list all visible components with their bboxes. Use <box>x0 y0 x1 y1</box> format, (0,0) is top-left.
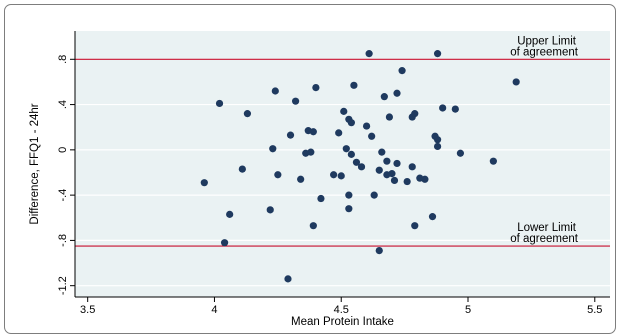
y-tick-labels: .8 .4 0 -.4 -.8 -1.2 <box>57 55 75 295</box>
data-point <box>335 129 343 137</box>
data-point <box>284 275 292 283</box>
data-point <box>388 170 396 178</box>
data-point <box>345 205 353 213</box>
data-point <box>243 110 252 118</box>
data-point <box>307 148 315 156</box>
plot-area <box>75 31 610 297</box>
axes <box>74 31 610 298</box>
data-point <box>357 163 366 171</box>
data-point <box>375 166 383 174</box>
data-point <box>297 175 305 183</box>
data-point <box>238 165 246 173</box>
reference-lines: Upper Limit of agreement Lower Limit of agr… <box>75 35 610 247</box>
y-tick-label: -.8 <box>57 234 69 247</box>
data-point <box>274 171 282 179</box>
data-point <box>365 50 373 58</box>
data-point <box>433 50 442 58</box>
x-tick-label: 3.5 <box>80 304 95 316</box>
y-axis-title: Difference, FFQ1 - 24hr <box>29 103 41 224</box>
x-tick-label: 5 <box>465 304 471 316</box>
reference-line-label: Upper Limit of agreement <box>510 35 579 58</box>
data-point <box>337 172 345 180</box>
data-point <box>269 145 277 153</box>
scatter-chart: Upper Limit of agreement Lower Limit of agr… <box>29 31 610 326</box>
data-point <box>380 93 388 101</box>
data-point <box>330 171 338 179</box>
data-points <box>200 50 520 283</box>
data-point <box>352 158 361 166</box>
data-point <box>433 142 442 151</box>
data-point <box>309 128 317 136</box>
data-point <box>393 89 401 97</box>
data-point <box>433 136 442 144</box>
data-point <box>411 110 419 118</box>
data-point <box>368 132 376 140</box>
data-point <box>347 150 355 158</box>
data-point <box>390 176 399 185</box>
data-point <box>489 157 497 165</box>
data-point <box>309 222 317 230</box>
data-point <box>385 113 394 121</box>
data-point <box>383 157 391 165</box>
data-point <box>398 67 406 75</box>
data-point <box>347 119 355 127</box>
data-point <box>451 105 459 113</box>
y-tick-label: 0 <box>57 147 69 153</box>
data-point <box>408 163 416 171</box>
data-point <box>350 81 358 89</box>
x-tick-label: 4 <box>211 304 217 316</box>
data-point <box>512 78 520 86</box>
y-tick-label: .4 <box>57 100 69 109</box>
data-point <box>439 104 447 112</box>
x-axis-title: Mean Protein Intake <box>291 316 394 326</box>
data-point <box>375 246 383 255</box>
data-point <box>456 149 465 157</box>
x-tick-labels: 3.5 4 4.5 5 5.5 <box>80 297 602 316</box>
data-point <box>428 213 437 221</box>
y-tick-label: -1.2 <box>57 276 69 295</box>
data-point <box>286 131 295 139</box>
data-point <box>378 148 386 156</box>
data-point <box>312 83 320 92</box>
data-point <box>200 179 208 187</box>
data-point <box>291 97 300 105</box>
data-point <box>421 175 429 183</box>
reference-line-label: Lower Limit of agreement <box>510 222 579 245</box>
data-point <box>411 222 419 230</box>
data-point <box>345 191 353 199</box>
data-point <box>342 145 350 153</box>
data-point <box>215 99 224 108</box>
data-point <box>317 194 325 203</box>
data-point <box>370 191 378 199</box>
data-point <box>271 87 279 95</box>
data-point <box>220 239 229 247</box>
x-tick-label: 4.5 <box>334 304 349 316</box>
data-point <box>226 210 234 218</box>
y-tick-label: .8 <box>57 55 69 64</box>
data-point <box>393 159 401 168</box>
data-point <box>403 177 411 186</box>
x-tick-label: 5.5 <box>587 304 602 316</box>
data-point <box>340 107 348 115</box>
data-point <box>266 206 274 214</box>
y-tick-label: -.4 <box>57 189 69 202</box>
data-point <box>362 122 371 130</box>
